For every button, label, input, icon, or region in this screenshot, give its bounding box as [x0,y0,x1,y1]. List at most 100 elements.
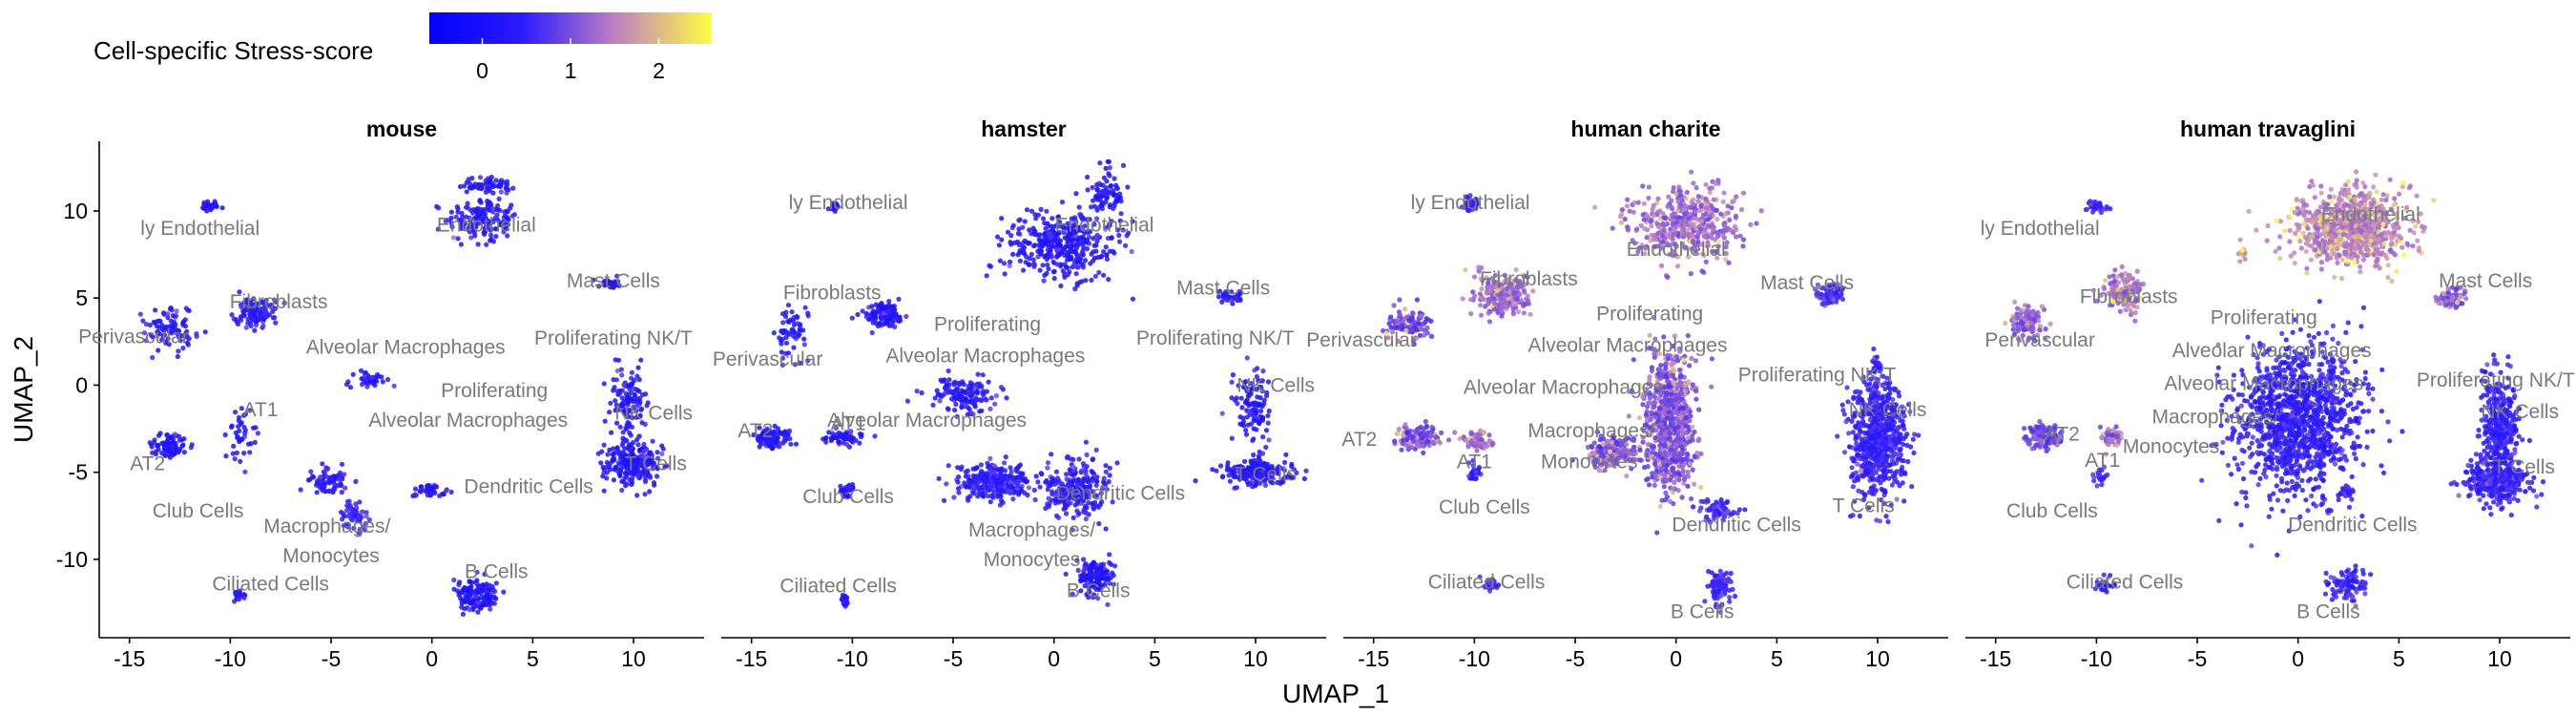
cell-point [955,465,961,471]
cell-point [919,390,924,396]
cell-point [480,582,486,588]
cell-point [481,210,487,217]
cell-point [176,348,181,354]
cell-point [1038,251,1044,257]
cell-point [1694,450,1700,455]
cell-point [1699,268,1705,274]
cell-point [1626,413,1631,419]
cell-type-label: Endothelial [437,215,536,237]
cell-point [1232,485,1237,491]
cell-point [488,599,493,604]
cell-point [1734,194,1739,200]
cell-point [599,449,605,454]
cell-point [181,450,187,455]
cell-point [488,227,493,233]
cell-point [1057,251,1063,257]
cell-point [946,377,952,383]
cell-point [1085,187,1091,193]
cell-point [1703,211,1709,218]
cell-type-label: Dendritic Cells [464,475,592,497]
cell-point [1610,225,1615,231]
cell-type-label: NK Cells [614,403,693,425]
cell-point [493,178,499,183]
cell-point [904,398,911,404]
cell-point [379,374,384,380]
cell-point [1624,203,1630,209]
cell-point [510,185,516,191]
cell-point [1661,484,1667,490]
cell-point [1463,267,1468,273]
cell-point [617,424,623,430]
cell-type-label: AT1 [831,413,866,435]
cell-point [641,441,647,447]
cell-point [604,459,610,465]
y-tick-label: -10 [56,547,88,572]
cell-point [1504,301,1509,306]
cell-type-label: Club Cells [153,500,244,522]
cell-point [254,319,260,325]
cell-point [467,607,472,613]
cell-type-label: Ciliated Cells [779,575,897,597]
cell-point [628,432,634,438]
cell-point [601,488,607,494]
cell-point [350,509,357,515]
cell-point [1679,495,1685,500]
cell-point [1758,208,1764,214]
cell-point [1037,484,1043,490]
cell-point [314,490,320,495]
cell-point [426,490,432,495]
cell-point [1032,212,1038,218]
cell-point [464,214,469,220]
cell-point [996,242,1002,248]
cell-point [168,305,174,311]
x-tick-label: 5 [527,646,539,671]
cell-point [977,381,983,387]
y-tick-label: -5 [69,460,88,485]
cell-point [1666,397,1672,403]
cell-point [1428,318,1434,324]
cell-point [659,443,665,449]
cell-point [1625,227,1631,233]
cell-point [1103,463,1109,469]
cell-point [1655,196,1661,201]
cell-point [872,433,878,439]
cell-point [1107,165,1112,171]
cell-point [1099,205,1105,212]
cell-point [1660,460,1667,466]
cell-point [250,425,257,431]
cell-point [999,216,1005,221]
cell-point [380,379,385,385]
cell-point [1670,372,1675,378]
cell-point [622,437,628,443]
cell-point [1658,468,1664,474]
cell-point [1669,212,1674,218]
cell-point [1472,293,1478,299]
cell-point [1092,273,1098,279]
cell-point [233,410,239,415]
cell-point [509,213,515,219]
cell-point [1244,355,1250,361]
cell-point [1084,240,1090,245]
cell-point [1064,454,1070,461]
legend-tick-label: 1 [565,58,577,83]
cell-point [1674,263,1681,269]
cell-point [625,445,631,451]
cell-point [238,458,243,464]
cell-point [1650,400,1655,406]
x-tick-label: -15 [114,646,145,671]
cell-point [777,444,782,450]
cell-point [1680,420,1686,426]
cell-point [1092,564,1098,571]
cell-point [1013,489,1019,495]
cell-point [1754,221,1759,226]
cell-point [157,318,163,324]
cell-point [1634,226,1640,232]
cell-point [956,396,962,402]
cell-point [607,279,613,285]
cell-point [1657,503,1663,510]
cell-point [988,477,995,484]
cell-point [1020,224,1026,230]
cell-point [156,347,161,353]
cell-point [1033,474,1039,479]
cell-point [999,237,1005,242]
